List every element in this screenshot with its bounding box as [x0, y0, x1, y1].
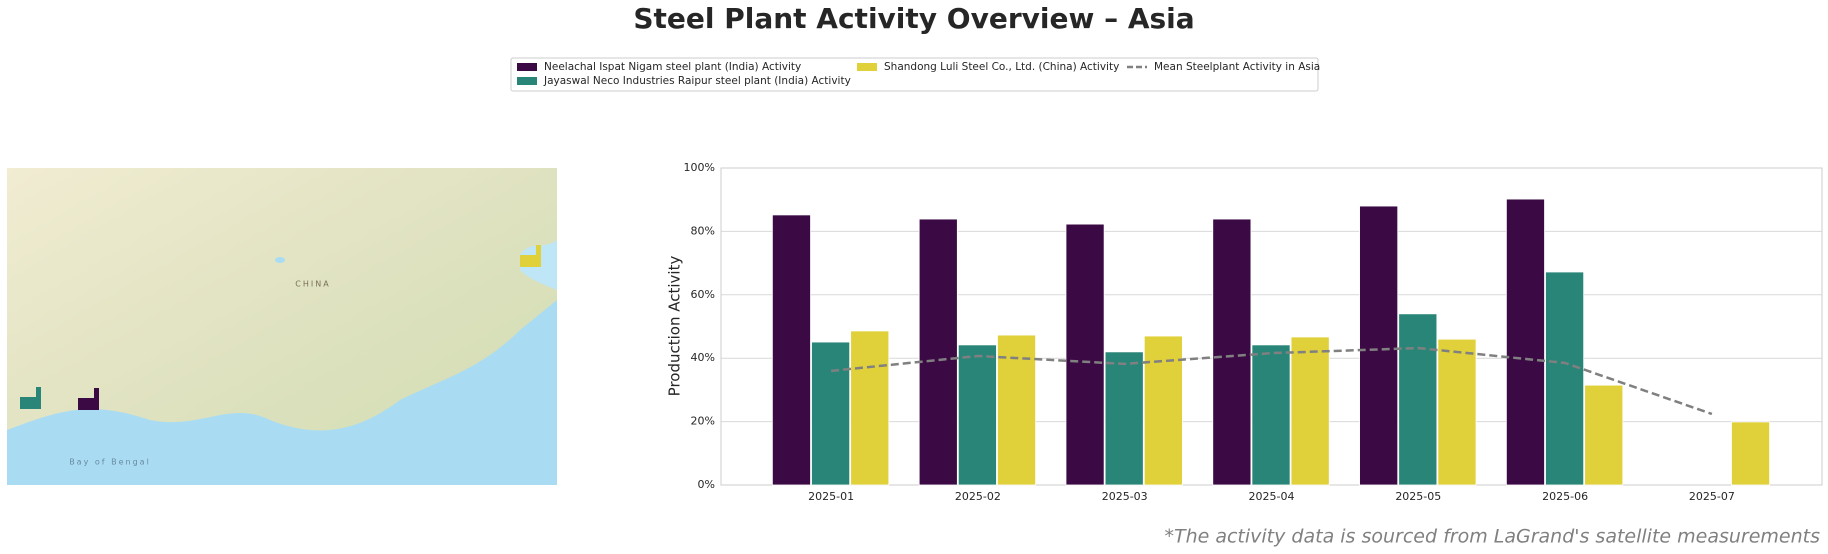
bar: [850, 330, 890, 486]
bar: [957, 344, 997, 486]
y-tick-label: 0%: [698, 478, 715, 491]
bar: [1584, 384, 1624, 486]
bar: [1251, 344, 1291, 486]
x-tick-label: 2025-04: [1249, 490, 1295, 503]
legend-label: Shandong Luli Steel Co., Ltd. (China) Ac…: [884, 61, 1119, 73]
x-tick-label: 2025-06: [1542, 490, 1588, 503]
bar: [1398, 313, 1438, 486]
legend-label: Neelachal Ispat Nigam steel plant (India…: [544, 61, 801, 73]
y-tick-label: 60%: [691, 288, 715, 301]
y-tick-label: 80%: [691, 224, 715, 237]
y-axis-label: Production Activity: [666, 256, 684, 397]
y-tick-label: 100%: [684, 161, 715, 174]
plant-icon: [78, 398, 94, 410]
chart-title: Steel Plant Activity Overview – Asia: [633, 2, 1194, 35]
bar: [771, 214, 811, 486]
y-tick-label: 20%: [691, 415, 715, 428]
y-tick-label: 40%: [691, 351, 715, 364]
x-tick-label: 2025-07: [1689, 490, 1735, 503]
footnote: *The activity data is sourced from LaGra…: [1164, 526, 1820, 548]
x-tick-label: 2025-02: [955, 490, 1001, 503]
x-tick-label: 2025-01: [808, 490, 854, 503]
legend-swatch: [857, 63, 877, 71]
plant-icon: [520, 255, 536, 267]
legend-label: Mean Steelplant Activity in Asia: [1154, 61, 1320, 73]
bar: [1359, 205, 1399, 486]
legend-swatch: [517, 63, 537, 71]
mean-line: [830, 346, 1713, 416]
bar: [1545, 271, 1585, 486]
bar: [1731, 421, 1771, 486]
bar: [1505, 198, 1545, 486]
bar: [811, 341, 851, 486]
map-sea: [7, 300, 557, 485]
bar: [918, 218, 958, 486]
map-label: Bay of Bengal: [69, 458, 151, 467]
plant-icon: [20, 397, 36, 409]
map-lake: [275, 257, 285, 263]
bar: [1143, 335, 1183, 486]
map: CHINA Bay of Bengal: [7, 168, 557, 485]
plant-icon: [94, 388, 99, 410]
bar: [997, 334, 1037, 486]
bar: [1065, 223, 1105, 486]
map-label: CHINA: [295, 280, 330, 289]
legend-box: [510, 57, 1319, 92]
legend-swatch: [517, 77, 537, 85]
plant-icon: [536, 245, 541, 267]
bar: [1212, 218, 1252, 486]
x-tick-label: 2025-05: [1395, 490, 1441, 503]
bar: [1437, 338, 1477, 486]
x-tick-label: 2025-03: [1102, 490, 1148, 503]
plant-icon: [36, 387, 41, 409]
bar: [1104, 351, 1144, 486]
legend-label: Jayaswal Neco Industries Raipur steel pl…: [543, 75, 851, 87]
bar: [1290, 336, 1330, 486]
